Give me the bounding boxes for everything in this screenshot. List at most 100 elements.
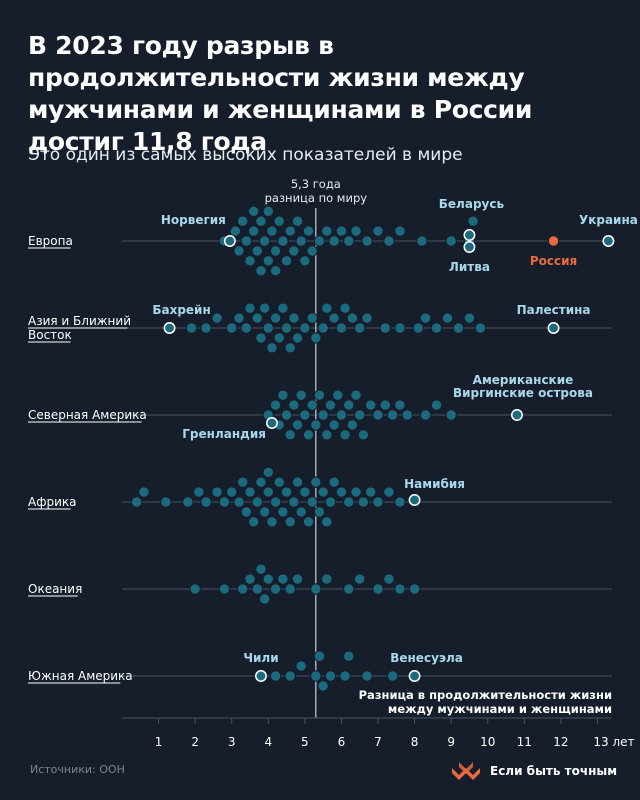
country-dot [185,322,198,334]
country-dot [189,583,201,595]
country-dot [236,476,249,488]
highlight-dot [255,670,267,682]
country-dot [383,573,395,585]
country-dot [277,302,289,314]
country-dot [262,255,274,267]
country-dot [335,409,348,421]
row-label: Европа [28,234,73,248]
country-dot [328,419,340,431]
country-dot [383,235,395,247]
country-dot [244,486,256,498]
country-dot [269,496,282,508]
country-dot [306,399,318,411]
row-label: Южная Америка [28,669,133,683]
country-dot [258,302,271,314]
x-tick-label: 1 [155,735,163,749]
country-dot [386,409,399,421]
x-axis: 1 2 3 4 5 6 7 8 9 10 11 12 13 лет [122,717,635,749]
country-dot [211,312,223,324]
country-dot [233,245,245,257]
x-tick-label: 11 [517,735,532,749]
country-dot [416,235,428,247]
row-label: Северная Америка [28,408,147,422]
x-tick-label: 3 [228,735,236,749]
country-dot [317,409,329,421]
country-dot [343,399,355,411]
country-dot [284,670,296,682]
country-annotation-label: Литва [449,260,490,274]
country-dot [295,506,307,518]
country-dot [310,419,322,431]
country-dot [302,429,315,441]
highlight-dot [511,409,523,421]
country-annotation-label: Виргинские острова [453,386,593,400]
brand[interactable]: Если быть точным [450,760,617,782]
country-dot [251,245,264,257]
country-dot [229,225,242,237]
country-annotation-label: Россия [530,254,577,268]
country-dot [313,235,326,247]
highlight-dot [163,322,176,334]
country-dot [258,506,271,518]
brand-logo-icon [452,762,480,780]
country-dot [291,476,304,488]
row-label: Восток [28,328,72,342]
country-dot [354,409,366,421]
country-dot [247,205,260,218]
highlight-dot [602,235,615,247]
country-dot [361,235,373,247]
country-dot [284,342,296,354]
x-tick-label: 2 [191,735,199,749]
country-dot [295,660,307,672]
country-dot [262,205,274,218]
world-average-value-label: 5,3 года [291,177,341,191]
country-dot [321,573,333,585]
country-annotation-label: Беларусь [439,197,505,211]
country-dot [273,476,285,488]
country-dot [295,389,307,401]
country-dot [240,506,253,518]
country-annotations: Норвегия Беларусь Литва Россия Украина Бахрей… [152,197,638,665]
country-dot [354,322,366,334]
country-dot [299,409,311,421]
country-dot [306,496,318,508]
x-tick-label: 7 [374,735,382,749]
country-dot [317,322,329,334]
country-dot [280,409,293,421]
highlight-dot [547,322,560,334]
country-dot [350,389,362,401]
country-dot [357,496,370,508]
country-dot [284,225,296,237]
x-tick-label: 13 лет [593,735,634,749]
country-dot [244,573,256,585]
country-dot [299,255,311,267]
country-annotation-label: Чили [243,651,278,665]
country-dot [255,476,267,488]
country-dot [328,476,340,488]
country-dot [233,312,245,324]
country-annotation-label: Бахрейн [152,303,210,317]
country-dot [339,302,351,314]
country-dot [288,245,300,257]
country-dot [291,419,304,431]
country-dot [288,399,300,411]
country-dot [233,496,245,508]
country-dot [255,265,267,277]
row-label: Азия и Ближний [28,314,131,328]
country-dot [160,496,172,508]
country-dot [306,245,318,257]
country-dot [430,399,443,411]
country-dot [277,573,289,585]
country-dot [310,476,322,488]
chart-subtitle: Это один из самых высоких показателей в … [28,145,463,165]
country-dot [255,215,267,227]
country-annotation-label: Намибия [404,477,465,491]
country-dot [335,322,348,334]
country-dot [339,670,351,682]
country-dot [211,486,223,498]
country-dot [269,670,282,682]
country-dot [280,322,293,334]
country-dot [306,312,318,324]
country-dot [372,583,384,595]
highlight-dot [408,494,421,506]
